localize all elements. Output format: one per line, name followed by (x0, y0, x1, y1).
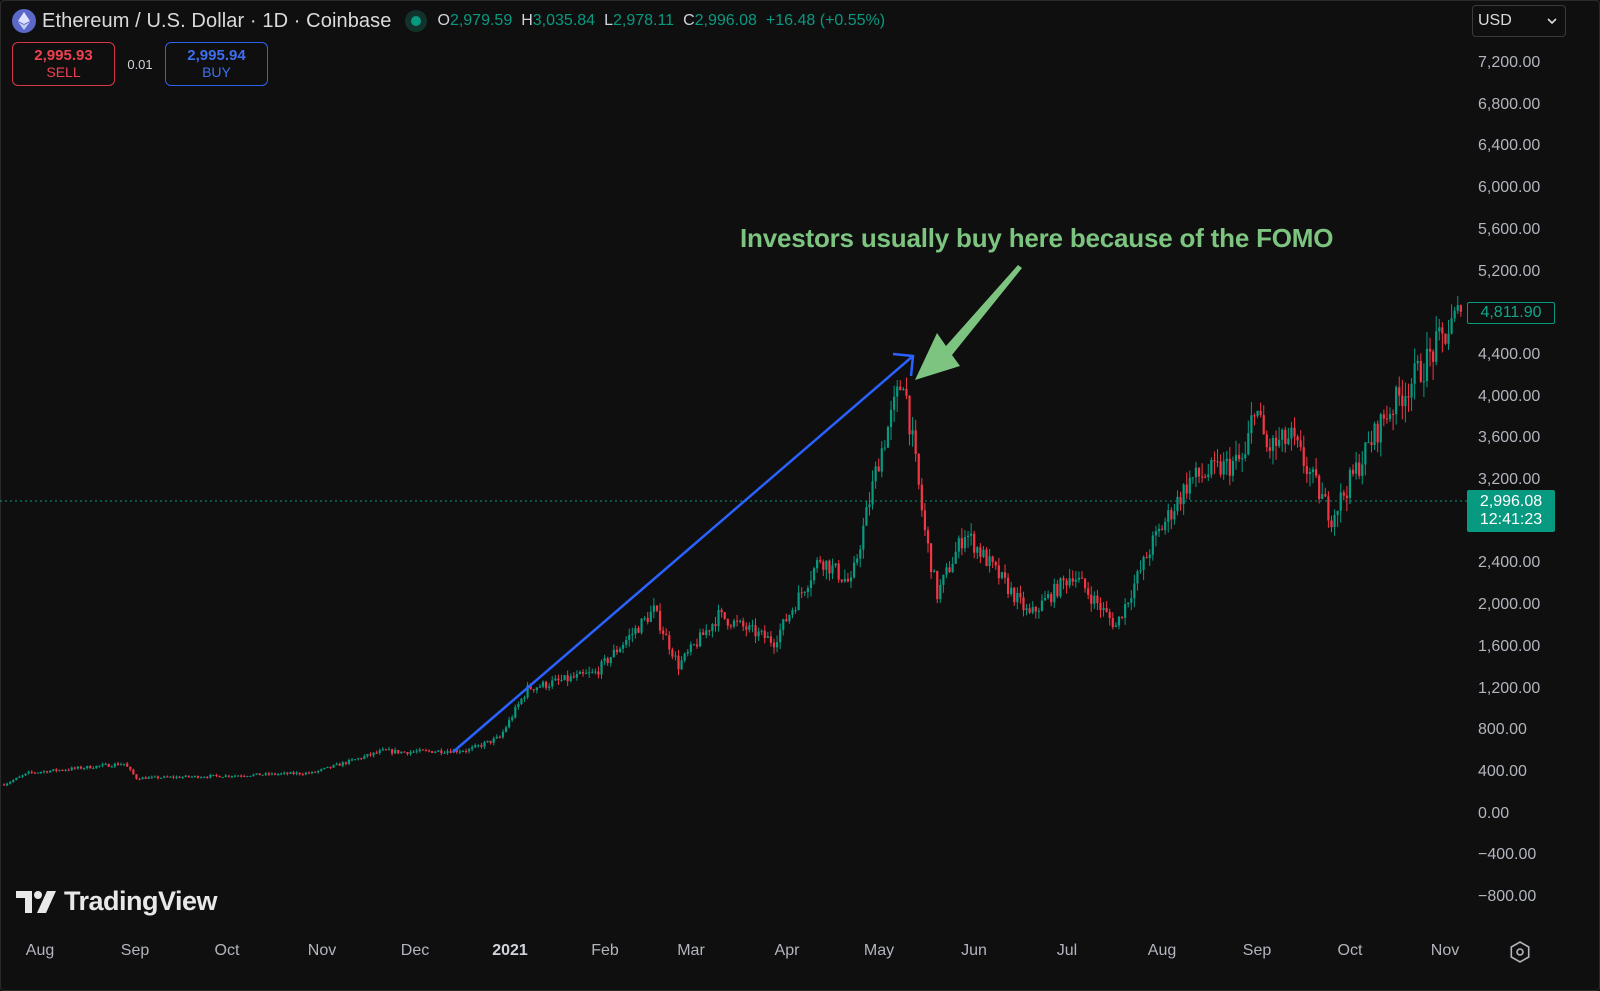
close-key: C (683, 12, 695, 29)
high-price-marker: 4,811.90 (1467, 302, 1555, 324)
low-value: 2,978.11 (612, 12, 675, 29)
sell-price: 2,995.93 (34, 47, 93, 64)
price-tick: 5,200.00 (1478, 262, 1541, 280)
price-tick: −400.00 (1478, 846, 1537, 864)
time-tick: Nov (307, 942, 337, 959)
price-tick: 2,400.00 (1478, 554, 1541, 572)
time-tick: Oct (1337, 942, 1363, 959)
time-tick: Oct (214, 942, 240, 959)
price-tick: 1,600.00 (1478, 637, 1541, 655)
tradingview-logo[interactable]: TradingView (16, 886, 218, 917)
time-axis[interactable]: Aug Sep Oct Nov Dec 2021 Feb Mar Apr May Jun Jul Aug… (0, 935, 1468, 967)
last-price-label: 2,996.08 12:41:23 (1467, 490, 1555, 532)
sell-button[interactable]: 2,995.93 SELL (12, 42, 115, 86)
high-value: 3,035.84 (532, 12, 596, 29)
ethereum-icon (12, 9, 36, 33)
bar-countdown: 12:41:23 (1479, 511, 1543, 528)
time-tick: Aug (25, 942, 55, 959)
ohlc-values: O2,979.59 H3,035.84 L2,978.11 C2,996.08 … (437, 12, 885, 30)
spread-value: 0.01 (127, 56, 153, 72)
buy-price: 2,995.94 (187, 47, 246, 64)
annotation-text[interactable]: Investors usually buy here because of th… (740, 223, 1334, 253)
price-tick: 4,400.00 (1478, 345, 1541, 363)
time-tick: Sep (1242, 942, 1272, 959)
time-tick: Nov (1430, 942, 1460, 959)
price-tick: 3,200.00 (1478, 471, 1541, 488)
close-value: 2,996.08 (694, 12, 757, 29)
open-key: O (437, 12, 450, 29)
price-tick: 800.00 (1478, 721, 1527, 739)
price-tick: 2,000.00 (1478, 596, 1541, 614)
sell-label: SELL (46, 64, 81, 80)
tradingview-logo-icon (16, 890, 56, 913)
buy-button[interactable]: 2,995.94 BUY (165, 42, 268, 86)
price-axis[interactable]: 7,200.00 6,800.00 6,400.00 6,000.00 5,600.00… (1468, 0, 1600, 930)
high-key: H (521, 12, 533, 29)
time-tick: Sep (120, 942, 150, 959)
logo-text: TradingView (64, 886, 218, 916)
price-tick: 6,000.00 (1478, 179, 1541, 197)
market-status-icon (405, 10, 428, 32)
symbol-legend: Ethereum / U.S. Dollar · 1D · Coinbase O… (12, 7, 885, 35)
price-tick: 5,600.00 (1478, 220, 1541, 238)
time-tick: Dec (400, 942, 430, 959)
buy-label: BUY (202, 64, 231, 80)
price-tick: 3,600.00 (1478, 429, 1541, 447)
time-tick: Apr (774, 942, 800, 959)
price-tick: 7,200.00 (1478, 54, 1541, 71)
currency-select[interactable]: USD (1472, 5, 1566, 37)
price-tick: 4,000.00 (1478, 387, 1541, 405)
last-price-value: 2,996.08 (1479, 493, 1543, 510)
settings-icon[interactable] (1508, 940, 1532, 964)
low-key: L (604, 12, 613, 29)
price-chart[interactable] (0, 0, 1468, 930)
trade-panel: 2,995.93 SELL 0.01 2,995.94 BUY (12, 42, 268, 86)
time-tick: May (863, 942, 895, 959)
callout-arrow-icon[interactable] (915, 265, 1022, 380)
price-tick: 6,400.00 (1478, 137, 1541, 155)
currency-value: USD (1478, 12, 1512, 29)
price-tick: −800.00 (1478, 888, 1537, 905)
time-tick: Aug (1147, 942, 1177, 959)
price-tick: 0.00 (1478, 804, 1510, 822)
trend-arrow[interactable] (452, 352, 915, 753)
time-tick: Jun (961, 942, 987, 959)
time-tick: 2021 (492, 942, 528, 959)
time-tick: Feb (591, 942, 619, 959)
symbol-title[interactable]: Ethereum / U.S. Dollar · 1D · Coinbase (42, 9, 392, 32)
candlestick-series (2, 296, 1462, 787)
time-tick: Mar (677, 942, 705, 959)
open-value: 2,979.59 (449, 12, 513, 29)
price-tick: 400.00 (1478, 762, 1527, 780)
chevron-down-icon (1547, 18, 1557, 24)
time-tick: Jul (1056, 942, 1078, 959)
price-tick: 1,200.00 (1478, 679, 1541, 697)
price-change: +16.48 (+0.55%) (765, 12, 886, 29)
price-tick: 6,800.00 (1478, 95, 1541, 113)
